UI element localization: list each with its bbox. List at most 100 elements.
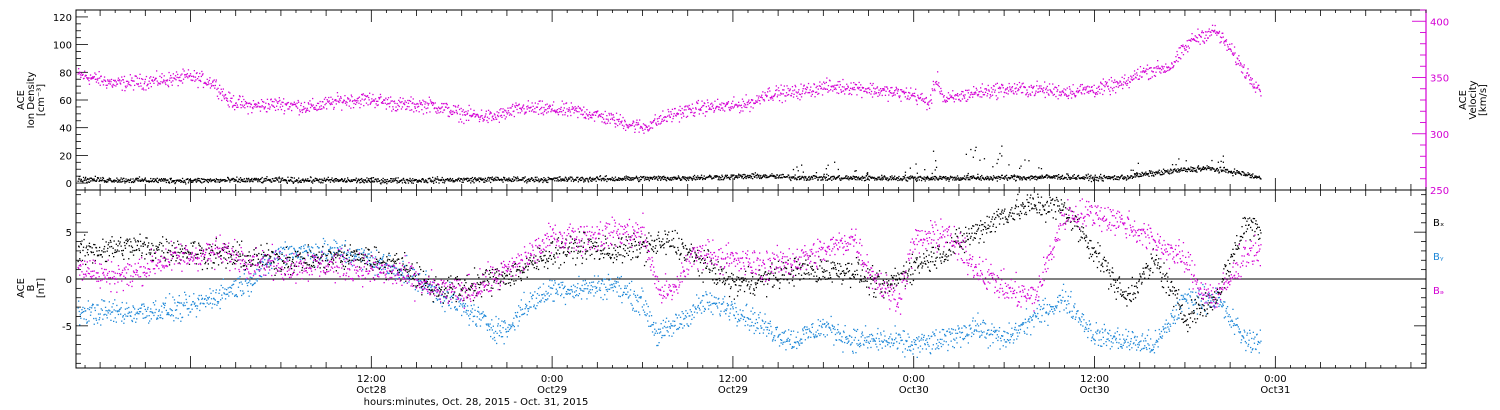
velocity-series-point	[327, 101, 329, 103]
velocity-series-point	[714, 108, 717, 110]
density-series-point	[934, 175, 937, 178]
density-series-point	[321, 179, 323, 181]
velocity-series-point	[593, 120, 596, 122]
by-series-point	[100, 324, 102, 326]
by-series-point	[99, 317, 101, 319]
density-series-point	[557, 180, 560, 182]
velocity-series-point	[651, 121, 653, 123]
velocity-series-point	[1045, 87, 1047, 89]
density-series-point	[343, 179, 345, 181]
velocity-series-point	[231, 97, 233, 99]
by-series-point	[177, 317, 179, 320]
density-series-point	[807, 179, 809, 181]
velocity-series-point	[591, 117, 593, 119]
velocity-series-point	[711, 102, 713, 104]
velocity-series-point	[830, 89, 832, 91]
velocity-series-point	[1057, 89, 1059, 91]
velocity-series-point	[576, 107, 578, 109]
density-series-point	[901, 178, 903, 180]
velocity-series-point	[378, 98, 380, 100]
density-series-point	[816, 177, 818, 179]
density-series-point	[314, 180, 316, 182]
density-series-point	[935, 160, 937, 162]
density-series-point	[724, 177, 726, 179]
velocity-series-point	[440, 107, 442, 109]
velocity-series-point	[517, 112, 519, 114]
density-series-point	[467, 177, 469, 180]
density-series-point	[971, 177, 973, 180]
density-series-point	[259, 180, 261, 183]
density-series-point	[295, 179, 298, 181]
density-series-point	[1255, 175, 1257, 177]
density-series-point	[107, 181, 109, 183]
velocity-series-point	[293, 103, 295, 106]
velocity-series-point	[369, 92, 371, 94]
density-series-point	[987, 176, 989, 178]
velocity-series-point	[933, 83, 935, 86]
density-series-point	[738, 176, 740, 178]
density-series-point	[813, 175, 816, 177]
density-series-point	[260, 181, 263, 184]
velocity-series-point	[632, 120, 634, 122]
density-series-point	[1046, 174, 1048, 176]
density-series-point	[667, 176, 669, 179]
velocity-series-point	[1104, 86, 1106, 88]
velocity-series-point	[909, 92, 911, 94]
velocity-series-point	[547, 111, 549, 113]
velocity-series-point	[285, 104, 287, 106]
velocity-series-point	[880, 88, 882, 90]
velocity-series-point	[349, 100, 351, 102]
density-series-point	[441, 176, 443, 179]
velocity-series-point	[889, 92, 891, 94]
density-series-point	[278, 176, 280, 178]
density-series-point	[675, 176, 677, 178]
velocity-series-point	[180, 80, 183, 82]
y-right-tick-label: 300	[1430, 130, 1449, 141]
velocity-series-point	[496, 118, 498, 120]
by-series-point	[87, 300, 89, 302]
by-series-point	[193, 293, 195, 295]
velocity-series-point	[159, 83, 162, 85]
velocity-series-point	[914, 95, 916, 98]
density-series-point	[1248, 174, 1250, 176]
density-series-point	[915, 179, 917, 181]
density-series-point	[611, 178, 613, 180]
velocity-series-point	[972, 96, 974, 98]
density-series-point	[1076, 178, 1078, 180]
velocity-series-point	[442, 111, 444, 114]
velocity-series-point	[1055, 87, 1058, 89]
velocity-series-point	[961, 98, 964, 100]
density-series-point	[814, 177, 816, 179]
density-series-point	[1211, 159, 1213, 162]
density-series-point	[1198, 168, 1201, 170]
density-series-point	[380, 179, 383, 181]
density-series-point	[1230, 170, 1232, 172]
by-series-point	[147, 306, 149, 309]
velocity-series-point	[996, 82, 998, 84]
velocity-series-point	[330, 96, 332, 98]
by-series-point	[163, 303, 165, 305]
density-series-point	[435, 181, 437, 183]
density-series-point	[99, 179, 101, 182]
velocity-series-point	[434, 107, 436, 109]
velocity-series-point	[1061, 91, 1063, 93]
velocity-series-point	[731, 106, 733, 108]
density-series-point	[1208, 166, 1210, 168]
density-series-point	[384, 179, 386, 181]
velocity-series-point	[728, 108, 731, 111]
velocity-series-point	[818, 85, 820, 87]
density-series-point	[1027, 176, 1029, 179]
density-series-point	[713, 177, 715, 179]
density-series-point	[889, 176, 891, 178]
density-series-point	[1161, 171, 1164, 174]
density-series-point	[419, 180, 421, 182]
velocity-series-point	[242, 106, 244, 108]
velocity-series-point	[671, 108, 674, 110]
velocity-series-point	[132, 80, 134, 82]
velocity-series-point	[382, 102, 384, 104]
density-series-point	[1027, 177, 1030, 179]
velocity-series-point	[388, 103, 390, 105]
density-series-point	[596, 176, 598, 178]
velocity-series-point	[1175, 56, 1177, 58]
velocity-series-point	[1128, 87, 1130, 89]
